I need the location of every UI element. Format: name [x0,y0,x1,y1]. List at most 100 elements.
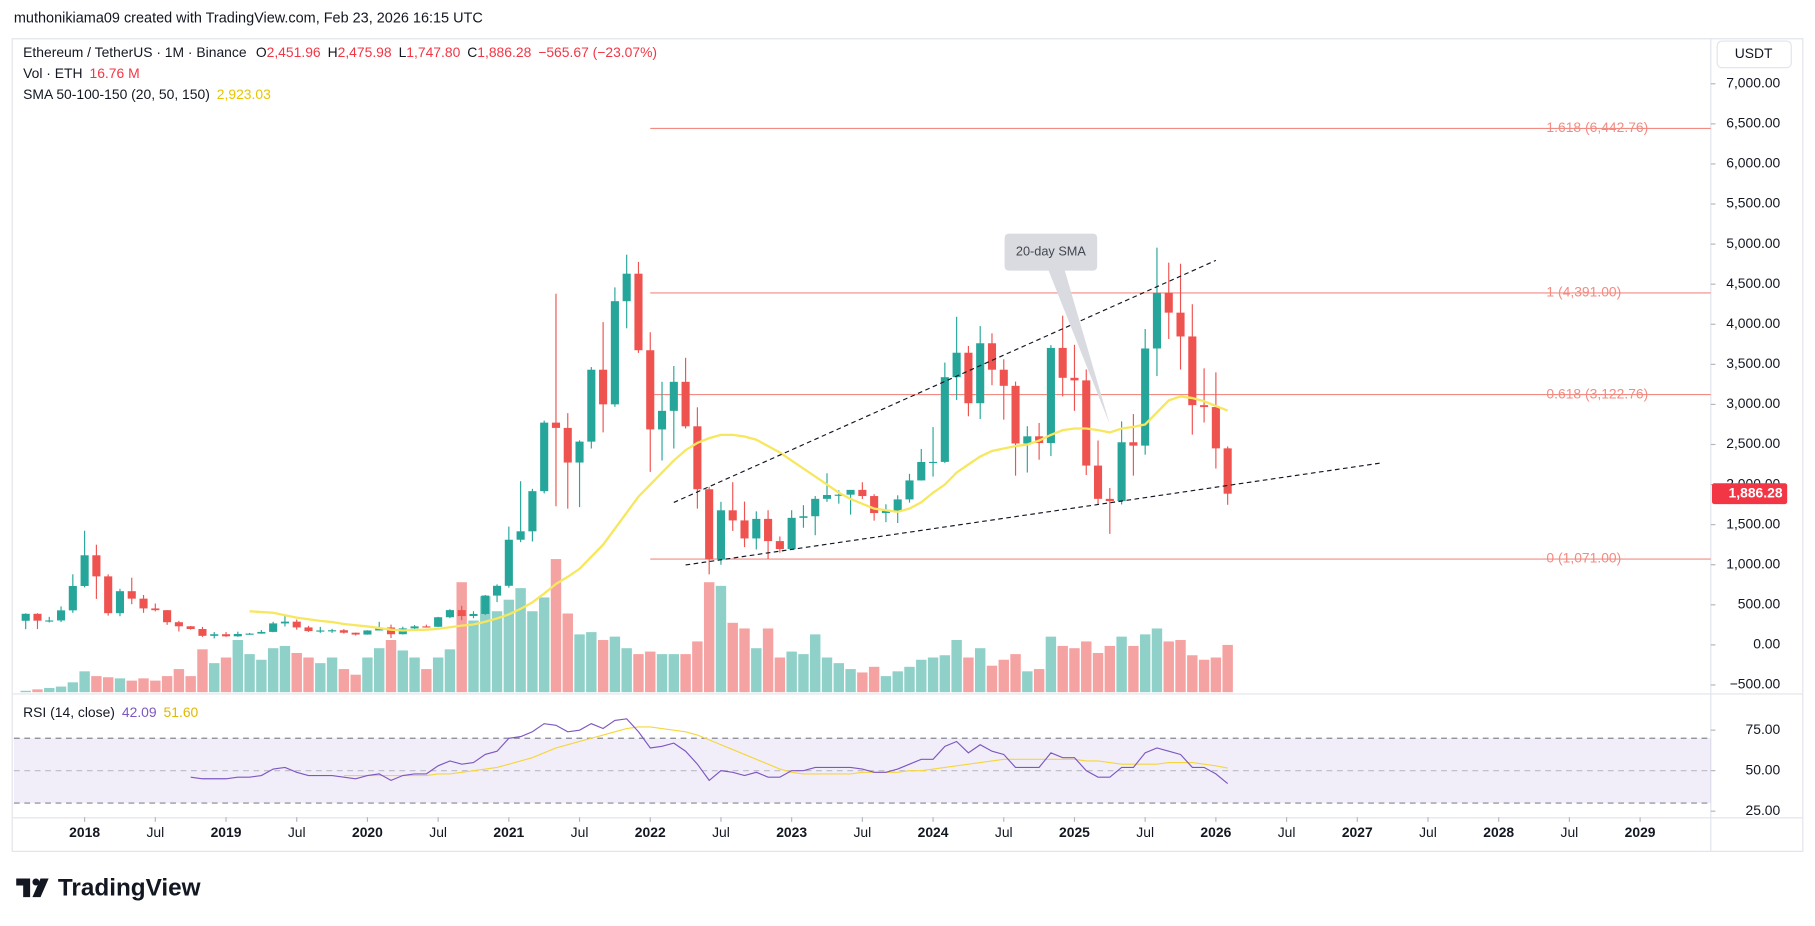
volume-bar [538,597,550,693]
candle-body [269,623,278,632]
volume-bar [656,654,668,693]
candle-body [669,381,678,411]
currency[interactable]: USDT [1735,45,1773,61]
candle-body [174,622,183,627]
symbol: Ethereum / TetherUS · 1M · Binance [23,44,247,60]
volume-bar [232,640,244,693]
rsi-line [190,718,1229,784]
candle-body [705,489,714,560]
volume-bar [1022,671,1033,693]
candle-body [1211,407,1220,449]
callout [1004,233,1110,425]
candle-body [610,301,619,405]
sma-name: SMA 50-100-150 (20, 50, 150) [23,86,210,102]
candle-body [905,480,914,500]
candle-body [127,591,136,599]
ohlc-value: 1,886.28 [477,44,531,60]
y-tick-label: 500.00 [1738,595,1781,611]
candle-body [987,343,997,370]
volume-bar [303,657,314,693]
volume-bar [751,648,762,693]
y-tick-label: 3,000.00 [1726,395,1780,411]
axes: −500.000.00500.001,000.001,500.002,000.0… [69,74,1788,840]
candle-body [1164,292,1173,313]
x-tick-label: 2024 [918,824,949,840]
volume-bar [645,651,656,693]
candle-body [999,369,1008,386]
x-tick-label: 2025 [1059,824,1090,840]
candle-body [728,510,737,521]
volume-bar [1069,648,1080,693]
candle-body [716,510,726,560]
volume-bar [197,649,208,693]
y-tick-label: 4,500.00 [1726,275,1780,291]
volume-bar [503,599,515,693]
candle-body [92,555,101,577]
x-tick-label: 2029 [1625,824,1656,840]
rsi-tick-label: 75.00 [1746,721,1781,737]
volume-bar [244,654,255,693]
candle-body [787,517,796,550]
candle-body [858,489,867,497]
ohlc-value: 1,747.80 [406,44,460,60]
candle-body [575,441,584,463]
volume-bar [326,657,338,693]
y-tick-label: −500.00 [1730,676,1781,692]
volume-bar [892,671,903,693]
candle-body [33,613,42,621]
volume-bar [845,669,856,693]
volume-bar [220,657,232,693]
volume-bar [998,659,1009,693]
candle-body [198,629,207,636]
candle-body [622,273,631,302]
volume-bar [1222,644,1233,693]
currency-button[interactable] [1716,40,1792,69]
y-tick-label: 1,000.00 [1726,555,1780,571]
brand: TradingView [58,874,201,901]
x-tick-label: 2019 [211,824,242,840]
volume-bar [55,686,67,693]
volume-bar [916,659,927,693]
volume-bar [762,628,774,693]
volume-bar [362,657,373,693]
volume-bar [668,654,680,693]
candle-body [1200,405,1209,408]
volume-bar [951,640,962,693]
candle-body [104,576,113,614]
rsi-ma-value: 51.60 [164,704,199,720]
volume-bar [692,641,703,693]
annotation: 20-day SMA [1004,233,1110,425]
volume-bar [44,687,55,693]
volume-bar [173,669,185,693]
fib-label: 1 (4,391.00) [1546,284,1621,300]
volume-bar [1033,669,1045,693]
candle-body [151,608,160,611]
candle-body [257,631,266,634]
candle-body [587,369,596,442]
volume-bar [67,682,79,693]
candle-body [540,422,549,492]
volume-bar [279,645,291,693]
y-tick-label: 1,500.00 [1726,515,1780,531]
candle-body [1093,465,1103,499]
x-tick-label: 2028 [1483,824,1514,840]
x-tick-label: 2020 [352,824,383,840]
volume-bar [114,678,126,693]
volume-bar [338,669,350,693]
candle-body [952,352,961,378]
volume-bar [680,654,691,693]
candle-body [1023,436,1032,444]
ohlc-key: L [399,44,407,60]
volume-bar [491,611,503,693]
callout-text: 20-day SMA [1016,243,1087,258]
candle-body [1188,336,1197,406]
x-tick-label: Jul [853,824,871,840]
candle-body [351,632,360,635]
rsi-band-fill [13,738,1711,804]
volume-bar [868,666,880,693]
y-tick-label: 6,500.00 [1726,115,1780,131]
candle-body [386,627,396,635]
legend-volume: Vol · ETH 16.76 M [23,65,139,81]
candle-body [893,499,902,511]
